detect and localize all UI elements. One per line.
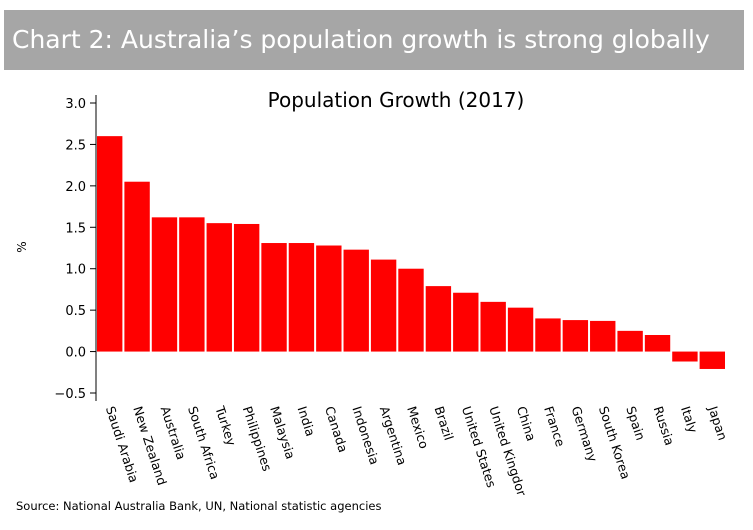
chart-title: Population Growth (2017) [268, 88, 525, 112]
y-tick-label: 2.0 [65, 180, 86, 195]
bar [206, 223, 232, 352]
x-tick-label: Indonesia [349, 404, 382, 466]
bar [480, 301, 506, 352]
bar [672, 351, 698, 362]
x-tick-label: India [295, 404, 319, 438]
x-tick-label: Canada [322, 404, 351, 454]
x-tick-label: Spain [623, 404, 648, 442]
x-tick-label: Malaysia [267, 404, 298, 461]
bar [398, 268, 424, 352]
x-tick-label: Australia [158, 404, 189, 461]
bar [233, 223, 260, 352]
bars [97, 136, 725, 369]
population-growth-chart: Population Growth (2017) % 3.0 2.5 2.0 1.5 1… [15, 88, 731, 495]
y-axis: 3.0 2.5 2.0 1.5 1.0 0.5 0.0 −0.5 [54, 95, 97, 402]
x-tick-label: Mexico [404, 404, 432, 450]
bar [261, 243, 287, 352]
bar [507, 307, 534, 352]
bar [179, 217, 205, 352]
y-tick-label: 1.5 [65, 221, 86, 236]
y-tick-label: −0.5 [54, 387, 86, 402]
bar [124, 181, 150, 352]
y-tick-label: 0.0 [65, 346, 86, 361]
x-tick-label: Turkey [212, 403, 239, 448]
bar [562, 320, 589, 352]
x-tick-label: Brazil [432, 404, 457, 442]
y-tick-label: 0.5 [65, 304, 86, 319]
bar [644, 335, 671, 352]
bar [617, 330, 643, 352]
bar [288, 243, 315, 352]
y-axis-label: % [15, 241, 29, 252]
y-tick-label: 2.5 [65, 138, 86, 153]
bar [425, 286, 452, 352]
bar [699, 351, 725, 369]
bar [590, 320, 616, 352]
bar [370, 259, 397, 352]
bar [453, 292, 479, 352]
x-tick-label: France [541, 404, 568, 448]
bar [97, 136, 123, 352]
x-tick-label: Italy [678, 404, 701, 435]
y-tick-label: 3.0 [65, 97, 86, 112]
x-tick-label: Russia [651, 404, 678, 447]
y-tick-label: 1.0 [65, 263, 86, 278]
x-tick-label: Japan [705, 403, 730, 442]
x-tick-label: Germany [568, 404, 600, 464]
bar [535, 318, 561, 352]
bar [316, 245, 342, 352]
x-tick-label: China [514, 404, 539, 443]
bar [151, 217, 178, 352]
source-note: Source: National Australia Bank, UN, Nat… [16, 499, 382, 513]
chart-banner-title: Chart 2: Australia’s population growth i… [4, 10, 744, 70]
bar [343, 249, 369, 352]
